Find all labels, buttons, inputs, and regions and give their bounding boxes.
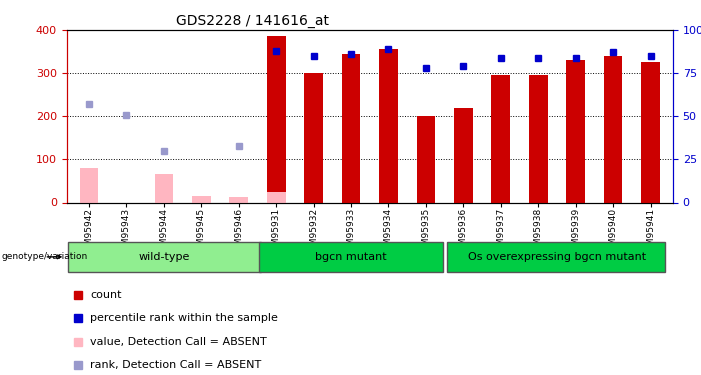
Bar (604, 56, 622, 202)
Bar (304, 73, 323, 202)
Text: percentile rank within the sample: percentile rank within the sample (90, 314, 278, 324)
Text: value, Detection Call = ABSENT: value, Detection Call = ABSENT (90, 337, 267, 347)
Bar (80, 168, 98, 202)
Bar (229, 197, 248, 202)
Bar (379, 50, 398, 202)
Bar (267, 36, 285, 203)
Text: Os overexpressing bgcn mutant: Os overexpressing bgcn mutant (468, 252, 646, 262)
Text: wild-type: wild-type (138, 252, 189, 262)
Bar (641, 62, 660, 202)
Bar (416, 116, 435, 202)
Bar (69, 242, 261, 272)
Bar (192, 196, 211, 202)
Bar (154, 174, 173, 202)
Text: bgcn mutant: bgcn mutant (315, 252, 387, 262)
Text: count: count (90, 290, 121, 300)
Bar (454, 108, 472, 202)
Text: genotype/variation: genotype/variation (1, 252, 88, 261)
Bar (259, 242, 443, 272)
Text: rank, Detection Call = ABSENT: rank, Detection Call = ABSENT (90, 360, 261, 370)
Bar (341, 54, 360, 202)
Text: GDS2228 / 141616_at: GDS2228 / 141616_at (176, 13, 329, 28)
Bar (267, 192, 285, 202)
Bar (529, 75, 547, 202)
Bar (491, 75, 510, 202)
Bar (566, 60, 585, 202)
Bar (447, 242, 665, 272)
